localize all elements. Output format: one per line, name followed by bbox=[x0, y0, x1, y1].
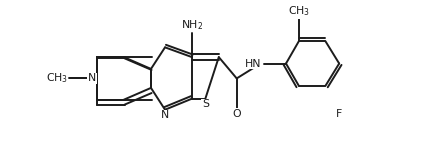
Text: F: F bbox=[336, 109, 342, 119]
Text: S: S bbox=[202, 100, 209, 109]
Text: CH$_3$: CH$_3$ bbox=[46, 71, 68, 85]
Text: N: N bbox=[161, 111, 169, 120]
Text: N: N bbox=[88, 73, 96, 83]
Text: O: O bbox=[232, 109, 241, 119]
Text: NH$_2$: NH$_2$ bbox=[181, 18, 203, 32]
Text: HN: HN bbox=[245, 59, 261, 69]
Text: CH$_3$: CH$_3$ bbox=[288, 4, 310, 18]
